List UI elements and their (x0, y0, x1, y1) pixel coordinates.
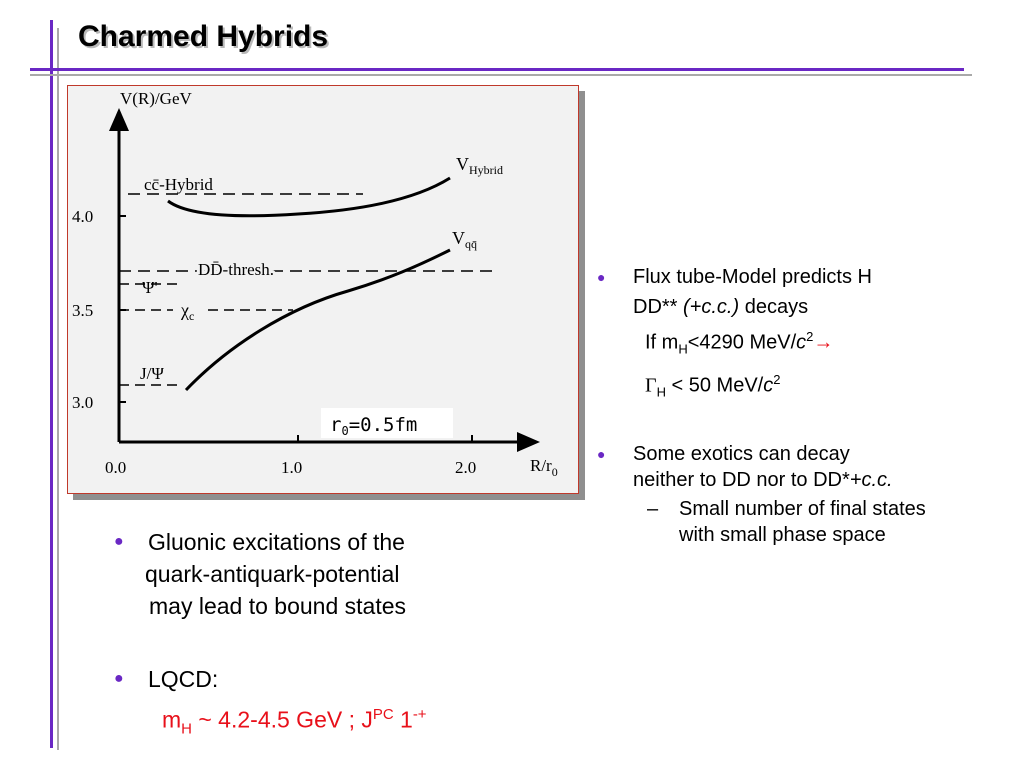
bullet-dot: ● (114, 670, 124, 687)
bullet-flux-tube: ● Flux tube-Model predicts H DD** (+c.c.… (595, 262, 1015, 407)
x-axis-arrow (517, 432, 540, 452)
bullet-text: ΓH < 50 MeV/c2 (645, 371, 781, 400)
left-bullet-list: ● Gluonic excitations of the quark-antiq… (112, 526, 532, 745)
dd-threshold-label: DD̄-thresh. (198, 260, 274, 279)
sub-bullet-final-states: – Small number of final states with smal… (595, 496, 1015, 548)
bullet-dot: ● (597, 269, 606, 285)
jpsi-label: J/Ψ (140, 364, 164, 383)
left-vertical-bar-purple (50, 20, 53, 748)
bullet-dot: ● (597, 446, 606, 463)
bullet-exotics: ● Some exotics can decay neither to DD n… (595, 441, 1015, 493)
sub-bullet-dash: – (647, 498, 659, 521)
x-tick-label: 2.0 (455, 458, 476, 477)
bullet-continuation: may lead to bound states (149, 593, 406, 619)
bullet-text: Small number of final states (679, 498, 926, 521)
bullet-text: Flux tube-Model predicts H (633, 266, 872, 288)
slide-title: Charmed Hybrids (78, 20, 329, 53)
hybrid-potential-curve (167, 176, 451, 218)
bullet-gluonic: ● Gluonic excitations of the (112, 526, 532, 558)
bullet-text: If mH<4290 MeV/c2→ (645, 329, 834, 357)
bullet-text: with small phase space (679, 524, 886, 547)
bullet-text: neither to DD nor to DD*+c.c. (633, 469, 893, 492)
chi-c-label: χc (180, 300, 194, 323)
y-tick-label: 4.0 (72, 207, 93, 226)
psi-prime-label: Ψ' (142, 278, 158, 297)
title-underline-gray (30, 74, 972, 76)
qq-curve-label: Vqq̄ (452, 228, 477, 251)
potential-figure: 4.0 3.5 3.0 0.0 1.0 2.0 V(R)/GeV R/r0 cc… (67, 85, 579, 494)
bullet-dot: ● (114, 533, 124, 550)
r0-annotation: r0=0.5fm (330, 414, 417, 438)
left-vertical-bar-gray (57, 28, 59, 750)
x-tick-label: 1.0 (281, 458, 302, 477)
x-tick-label: 0.0 (105, 458, 126, 477)
y-axis-label: V(R)/GeV (120, 89, 192, 108)
y-tick-label: 3.5 (72, 301, 93, 320)
bullet-text: Some exotics can decay (633, 443, 850, 466)
right-bullet-list: ● Flux tube-Model predicts H DD** (+c.c.… (595, 262, 1015, 548)
potential-plot: 4.0 3.5 3.0 0.0 1.0 2.0 V(R)/GeV R/r0 cc… (72, 89, 558, 479)
bullet-text: LQCD: (148, 666, 219, 692)
x-axis-label: R/r0 (530, 456, 558, 479)
hybrid-level-label: cc̄-Hybrid (144, 175, 213, 194)
bullet-lqcd: ● LQCD: (112, 663, 532, 695)
arrow-icon: → (813, 331, 834, 354)
r0-annotation-box (321, 408, 453, 438)
bullet-continuation: quark-antiquark-potential (145, 561, 400, 587)
qq-potential-curve (184, 248, 451, 392)
y-axis-arrow (109, 108, 129, 131)
y-tick-label: 3.0 (72, 393, 93, 412)
bullet-text: DD** (+c.c.) decays (633, 296, 809, 318)
title-underline-purple (30, 68, 964, 71)
lqcd-mass-line: mH ~ 4.2-4.5 GeV ; JPC 1-+ (162, 706, 427, 738)
bullet-text: Gluonic excitations of the (148, 529, 405, 555)
hybrid-curve-label: VHybrid (456, 154, 503, 177)
